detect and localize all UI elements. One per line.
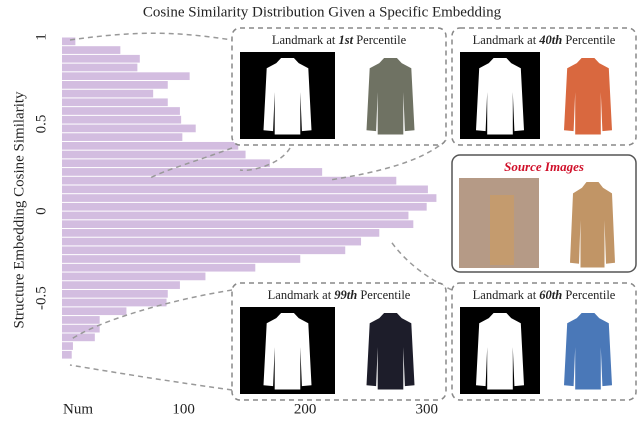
bar: [62, 141, 239, 150]
bar: [62, 272, 206, 281]
panel: Landmark at 60th Percentile: [451, 282, 637, 401]
connector: [239, 147, 291, 172]
bar: [62, 63, 138, 72]
bar: [62, 350, 72, 359]
landmark-silhouette: [263, 313, 312, 390]
garment-photo: [366, 313, 415, 390]
y-tick-label: 1: [33, 33, 49, 41]
x-tick-label: 100: [172, 401, 195, 417]
connector: [69, 364, 233, 391]
panel-title-suffix: Percentile: [562, 33, 616, 47]
bar: [62, 255, 301, 263]
y-axis-label: Structure Embedding Cosine Similarity: [11, 91, 27, 329]
bar: [62, 124, 196, 133]
bar: [62, 307, 127, 316]
bar: [62, 98, 168, 107]
chart-title: Cosine Similarity Distribution Given a S…: [143, 4, 502, 20]
panel-title: Landmark at 60th Percentile: [473, 288, 616, 302]
landmark-silhouette: [476, 58, 524, 135]
panel-title-emph: 40th: [538, 33, 562, 47]
bar: [62, 220, 414, 229]
panel-title-suffix: Percentile: [562, 288, 616, 302]
garment-photo: [564, 313, 612, 390]
panel-title-emph: 1st: [338, 33, 353, 47]
source-garment: [570, 182, 615, 268]
panel-title-suffix: Percentile: [357, 288, 411, 302]
bar: [62, 324, 100, 333]
panel-title: Landmark at 40th Percentile: [473, 33, 616, 47]
x-tick-label: 200: [294, 401, 317, 417]
garment-photo: [564, 58, 612, 135]
bar: [62, 342, 73, 350]
histogram: [62, 37, 437, 359]
bar: [62, 168, 323, 176]
x-tick-label: 300: [415, 401, 438, 417]
bar: [62, 211, 409, 220]
y-tick-label: 0: [33, 207, 49, 215]
y-tick-label: -0.5: [33, 286, 49, 310]
bar: [62, 54, 140, 63]
landmark-silhouette: [476, 313, 524, 390]
garment-photo: [366, 58, 415, 135]
bar: [62, 159, 270, 168]
bar: [62, 333, 95, 342]
bar: [62, 72, 190, 81]
bar: [62, 185, 428, 194]
panel-title-emph: 99th: [334, 288, 357, 302]
bar: [62, 237, 362, 246]
bar: [62, 194, 437, 202]
bar: [62, 281, 180, 289]
y-tick-label: 0.5: [33, 115, 49, 134]
panel: Landmark at 40th Percentile: [451, 27, 637, 146]
source-title: Source Images: [504, 159, 584, 174]
bar: [62, 46, 121, 54]
x-tick-label: Num: [63, 401, 93, 417]
bar: [62, 89, 154, 98]
bar: [62, 150, 246, 159]
bar: [62, 115, 182, 124]
bar: [62, 81, 168, 89]
panel-title-prefix: Landmark at: [473, 33, 540, 47]
panel-title: Landmark at 1st Percentile: [272, 33, 407, 47]
connector: [69, 32, 233, 41]
panel-title-prefix: Landmark at: [272, 33, 339, 47]
connector: [329, 139, 447, 181]
bar: [62, 289, 168, 298]
source-panel: Source Images: [451, 154, 637, 273]
bar: [62, 246, 346, 255]
landmark-silhouette: [263, 58, 312, 135]
bar: [62, 107, 180, 115]
panel: Landmark at 1st Percentile: [231, 27, 447, 146]
connector: [69, 289, 233, 341]
bar: [62, 133, 183, 141]
panel-title-prefix: Landmark at: [473, 288, 540, 302]
panel-title-emph: 60th: [539, 288, 562, 302]
panel-title-prefix: Landmark at: [268, 288, 335, 302]
source-photo-person: [490, 195, 514, 265]
bar: [62, 202, 427, 211]
panel-title-suffix: Percentile: [353, 33, 407, 47]
bar: [62, 298, 167, 307]
panel: Landmark at 99th Percentile: [231, 282, 447, 401]
bar: [62, 176, 397, 185]
bar: [62, 37, 76, 46]
connector: [149, 147, 233, 179]
panels: Landmark at 1st Percentile Landmark at 40…: [231, 27, 637, 401]
bar: [62, 229, 380, 237]
bar: [62, 263, 256, 272]
panel-title: Landmark at 99th Percentile: [268, 288, 411, 302]
bar: [62, 316, 100, 324]
